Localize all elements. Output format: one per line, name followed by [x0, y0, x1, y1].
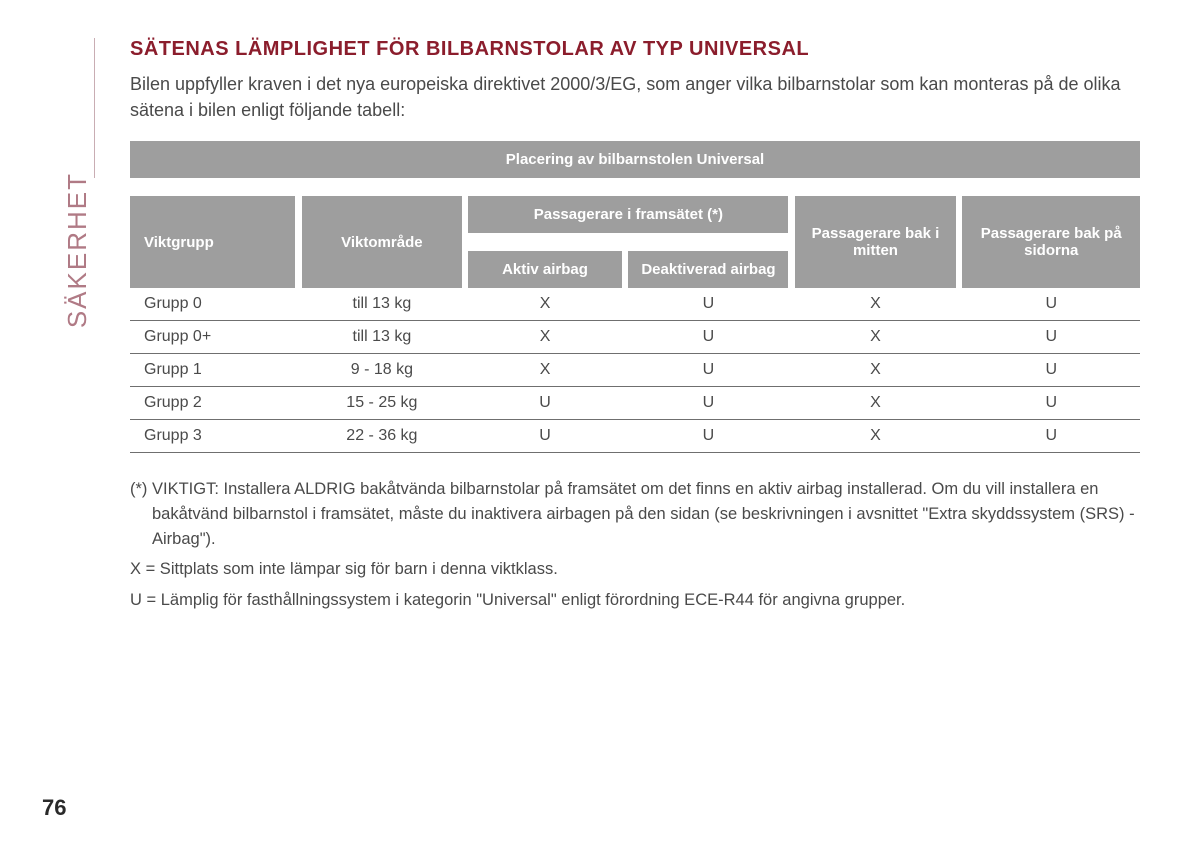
table-cell-gap [295, 288, 302, 321]
table-row: Grupp 215 - 25 kgUUXU [130, 387, 1140, 420]
table-cell: U [962, 420, 1140, 453]
table-cell: U [628, 288, 788, 321]
table-body: Grupp 0till 13 kgXUXUGrupp 0+till 13 kgX… [130, 288, 1140, 453]
table-cell: U [468, 387, 622, 420]
table-cell: U [962, 354, 1140, 387]
table-row: Grupp 322 - 36 kgUUXU [130, 420, 1140, 453]
table-cell-gap [788, 288, 795, 321]
col-rear-middle: Passagerare bak i mitten [795, 196, 956, 288]
table-cell: U [628, 420, 788, 453]
col-gap [788, 196, 795, 288]
table-cell-gap [956, 321, 963, 354]
table-cell-gap [295, 387, 302, 420]
table-cell: X [795, 288, 956, 321]
col-active-airbag: Aktiv airbag [468, 251, 622, 288]
table-row: Grupp 19 - 18 kgXUXU [130, 354, 1140, 387]
table-cell: U [962, 321, 1140, 354]
table-cell-gap [622, 288, 629, 321]
table-cell: Grupp 3 [130, 420, 295, 453]
table-cell-gap [462, 288, 469, 321]
table-cell-gap [295, 321, 302, 354]
col-gap [295, 196, 302, 288]
table-cell: till 13 kg [302, 321, 461, 354]
table-cell-gap [788, 420, 795, 453]
table-cell: X [795, 420, 956, 453]
table-cell-gap [295, 420, 302, 453]
intro-paragraph: Bilen uppfyller kraven i det nya europei… [130, 71, 1140, 123]
table-cell: till 13 kg [302, 288, 461, 321]
table-cell-gap [622, 354, 629, 387]
table-cell: U [628, 387, 788, 420]
table-cell-gap [295, 354, 302, 387]
table-cell-gap [462, 420, 469, 453]
table-cell: 9 - 18 kg [302, 354, 461, 387]
page-number: 76 [42, 795, 66, 821]
table-cell: U [468, 420, 622, 453]
note-u: U = Lämplig för fasthållningssystem i ka… [130, 588, 1140, 613]
table-row: Grupp 0till 13 kgXUXU [130, 288, 1140, 321]
table-top-header: Placering av bilbarnstolen Universal [130, 141, 1140, 178]
col-gap [622, 251, 629, 288]
table-cell-gap [956, 387, 963, 420]
col-rear-side: Passagerare bak på sidorna [962, 196, 1140, 288]
table-cell: X [468, 288, 622, 321]
table-cell-gap [788, 321, 795, 354]
table-cell-gap [956, 420, 963, 453]
table-cell-gap [462, 387, 469, 420]
suitability-table: Placering av bilbarnstolen Universal Vik… [130, 141, 1140, 453]
table-cell: U [962, 387, 1140, 420]
note-x: X = Sittplats som inte lämpar sig för ba… [130, 557, 1140, 582]
table-cell-gap [462, 354, 469, 387]
table-cell: X [795, 321, 956, 354]
table-cell: X [468, 354, 622, 387]
table-cell: Grupp 0+ [130, 321, 295, 354]
notes-block: (*) VIKTIGT: Installera ALDRIG bakåtvänd… [130, 477, 1140, 613]
side-rule [94, 38, 95, 178]
table-cell: Grupp 0 [130, 288, 295, 321]
table-cell-gap [788, 354, 795, 387]
table-cell-gap [956, 354, 963, 387]
table-cell: 15 - 25 kg [302, 387, 461, 420]
table-cell: Grupp 1 [130, 354, 295, 387]
table-cell-gap [462, 321, 469, 354]
table-cell-gap [788, 387, 795, 420]
table-cell-gap [622, 321, 629, 354]
page-title: SÄTENAS LÄMPLIGHET FÖR BILBARNSTOLAR AV … [130, 38, 1140, 61]
table-cell-gap [622, 420, 629, 453]
col-front-passenger: Passagerare i framsätet (*) [468, 196, 788, 233]
note-important: (*) VIKTIGT: Installera ALDRIG bakåtvänd… [130, 477, 1140, 551]
table-cell: X [795, 354, 956, 387]
document-page: SÄKERHET SÄTENAS LÄMPLIGHET FÖR BILBARNS… [0, 0, 1200, 847]
table-row: Grupp 0+till 13 kgXUXU [130, 321, 1140, 354]
table-cell: Grupp 2 [130, 387, 295, 420]
col-gap [462, 196, 469, 288]
col-deactivated-airbag: Deaktiverad airbag [628, 251, 788, 288]
table-cell: U [628, 321, 788, 354]
col-range: Viktområde [302, 196, 461, 288]
col-group: Viktgrupp [130, 196, 295, 288]
table-cell-gap [956, 288, 963, 321]
table-cell: U [628, 354, 788, 387]
table-cell: X [468, 321, 622, 354]
table-cell: X [795, 387, 956, 420]
col-gap [956, 196, 963, 288]
table-cell: 22 - 36 kg [302, 420, 461, 453]
table-cell-gap [622, 387, 629, 420]
table-cell: U [962, 288, 1140, 321]
section-label: SÄKERHET [62, 172, 93, 328]
